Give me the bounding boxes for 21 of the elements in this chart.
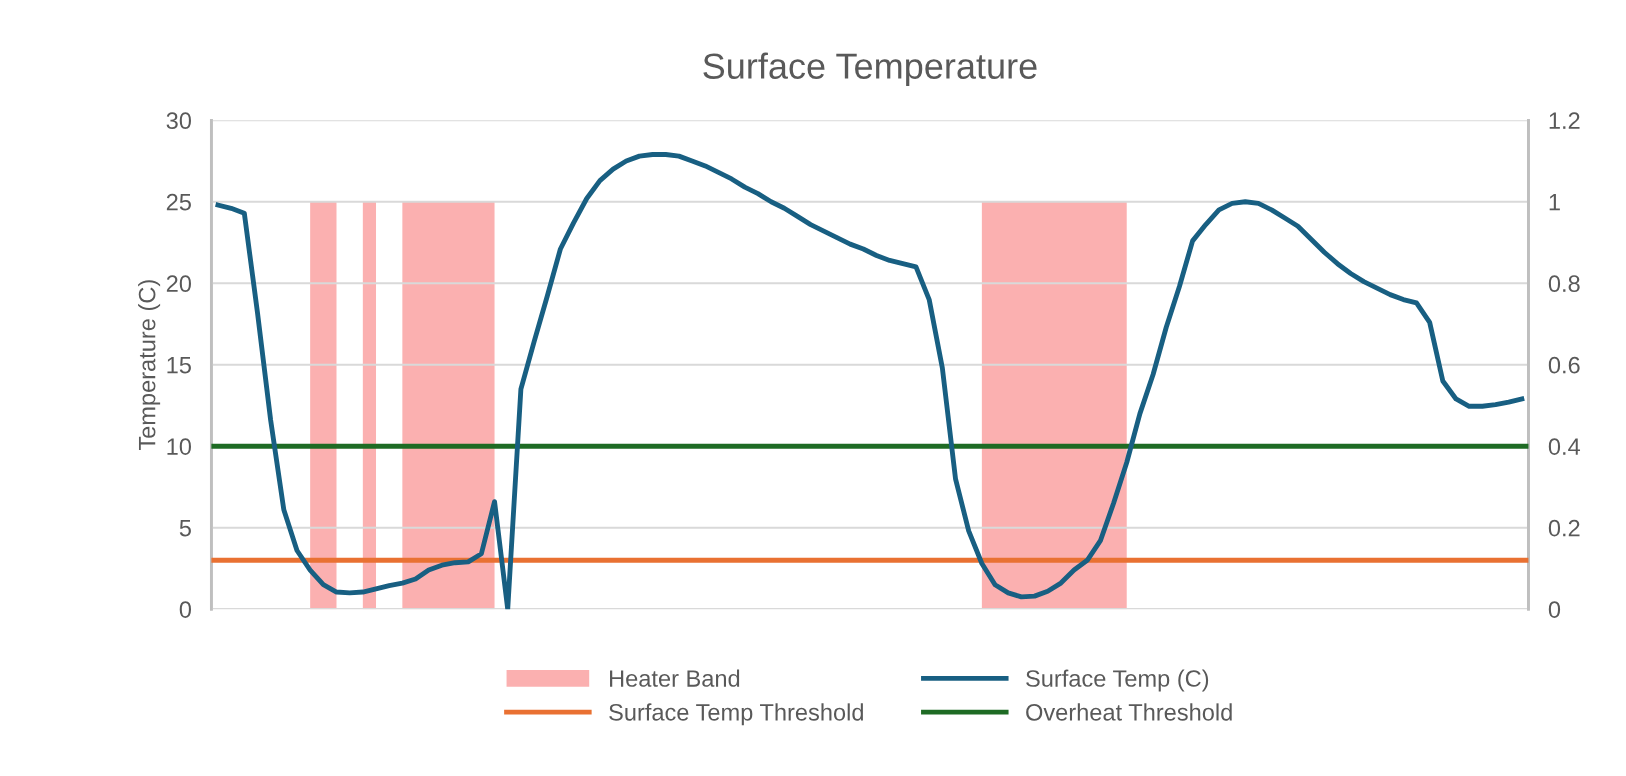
y-tick-label: 30: [166, 112, 192, 130]
y2-tick-label: 0.8: [1548, 275, 1580, 293]
y2-tick-label: 0: [1548, 601, 1561, 618]
legend-label: Heater Band: [610, 669, 740, 687]
legend-label: Overheat Threshold: [1026, 703, 1232, 721]
y-tick-label: 5: [179, 519, 191, 537]
y2-tick-label: 1.2: [1549, 112, 1580, 129]
y-tick-label: 10: [167, 438, 192, 455]
y-tick-label: 15: [167, 357, 191, 374]
line-series: [215, 152, 1525, 610]
y-tick-label: 20: [166, 275, 192, 293]
y-axis-title: Temperature (C): [138, 280, 161, 451]
y2-tick-label: 0.2: [1548, 519, 1580, 537]
y2-tick-label: 0.6: [1548, 356, 1580, 374]
y2-tick-label: 0.4: [1548, 438, 1581, 455]
y-tick-label: 0: [179, 601, 192, 618]
y2-tick-label: 1: [1549, 194, 1560, 211]
y-tick-label: 25: [166, 193, 191, 211]
legend-label: Surface Temp Threshold: [609, 703, 863, 726]
chart-title: Surface Temperature: [703, 52, 1037, 87]
legend-label: Surface Temp (C): [1026, 669, 1209, 692]
